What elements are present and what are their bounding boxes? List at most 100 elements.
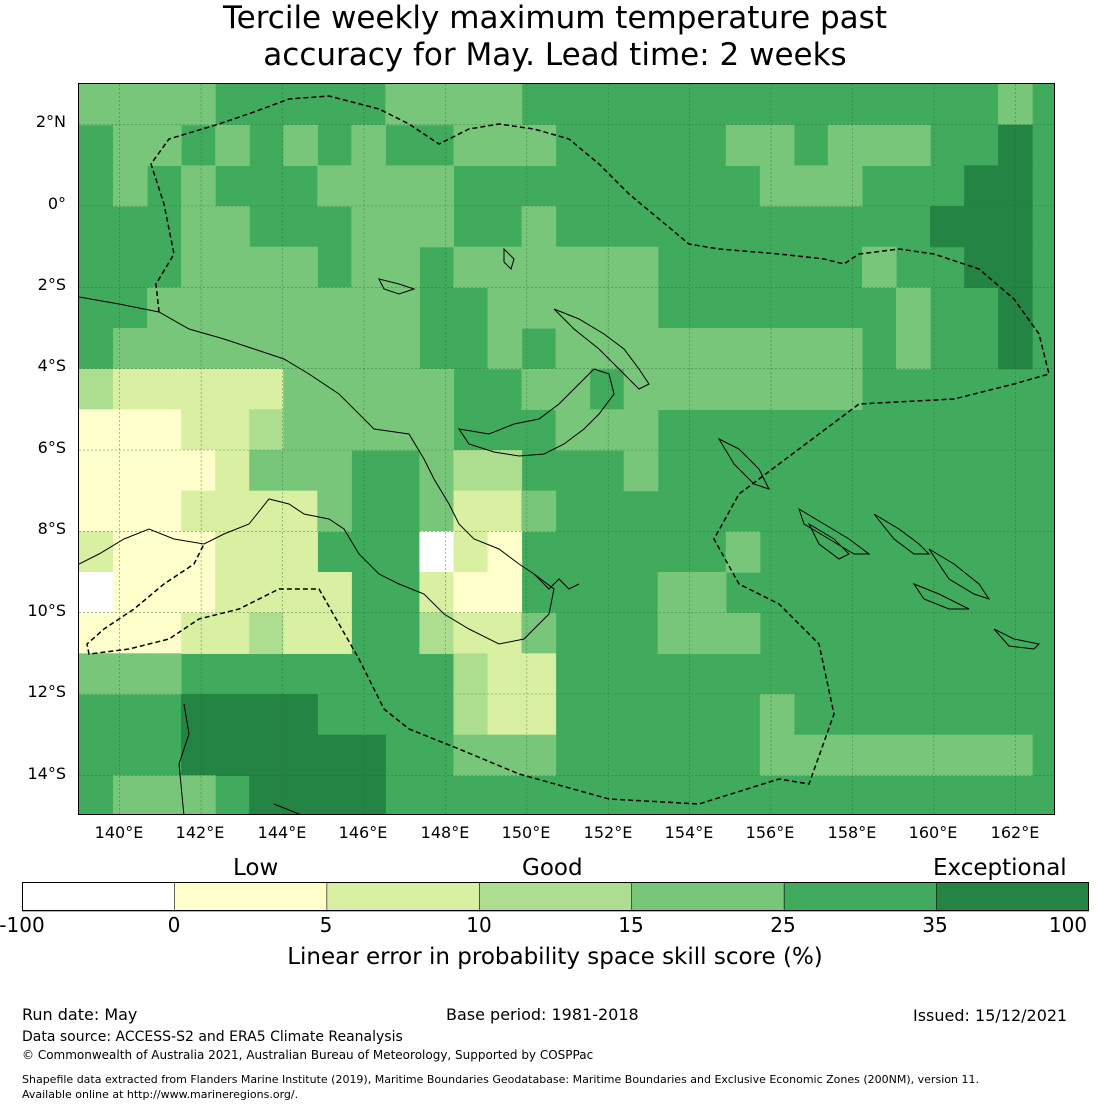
copyright: © Commonwealth of Australia 2021, Austra…	[22, 1048, 594, 1062]
grid-cell	[862, 734, 897, 776]
grid-cell	[419, 409, 454, 451]
grid-cell	[487, 653, 523, 695]
grid-cell	[385, 165, 420, 207]
grid-cell	[147, 490, 182, 532]
grid-cell	[453, 694, 489, 736]
grid-cell	[181, 775, 216, 814]
grid-cell	[181, 84, 216, 126]
lon-label: 162°E	[990, 823, 1040, 842]
grid-cell	[487, 246, 523, 288]
grid-cell	[215, 368, 250, 410]
grid-cell	[589, 246, 625, 288]
grid-cell	[351, 368, 386, 410]
grid-cell	[589, 409, 625, 451]
shapefile-credit-line1: Shapefile data extracted from Flanders M…	[22, 1073, 979, 1086]
grid-cell	[793, 368, 829, 410]
grid-cell	[113, 653, 148, 695]
grid-cell	[725, 328, 761, 370]
grid-cell	[623, 246, 659, 288]
grid-cell	[181, 572, 216, 614]
grid-cell	[215, 124, 250, 166]
grid-cell	[181, 206, 216, 248]
grid-cell	[181, 490, 216, 532]
grid-cell	[521, 734, 557, 776]
grid-cell	[487, 124, 523, 166]
grid-cell	[623, 287, 659, 329]
grid-cell	[113, 328, 148, 370]
grid-cell	[487, 734, 523, 776]
grid-cell	[79, 84, 114, 126]
grid-cell	[487, 490, 523, 532]
map-title-line2: accuracy for May. Lead time: 2 weeks	[263, 37, 847, 73]
grid-cell	[351, 734, 386, 776]
grid-cell	[623, 328, 659, 370]
colorbar-tick-label: 15	[618, 913, 644, 937]
colorbar-tick-label: 10	[466, 913, 492, 937]
grid-cell	[453, 450, 489, 492]
grid-cell	[487, 572, 523, 614]
lon-label: 160°E	[908, 823, 958, 842]
colorbar-tick-label: 25	[770, 913, 796, 937]
grid-cell	[827, 734, 863, 776]
grid-cell	[487, 84, 523, 126]
grid-cell	[113, 368, 148, 410]
lon-label: 142°E	[175, 823, 225, 842]
grid-cell	[283, 775, 318, 814]
skill-grid	[79, 84, 1033, 814]
grid-cell	[453, 490, 489, 532]
grid-cell	[317, 409, 352, 451]
grid-cell	[487, 328, 523, 370]
run-date: Run date: May	[22, 1005, 138, 1024]
grid-cell	[317, 287, 352, 329]
category-good: Good	[522, 855, 583, 881]
grid-cell	[79, 490, 114, 532]
colorbar-tick-label: -100	[0, 913, 45, 937]
grid-cell	[317, 572, 352, 614]
grid-cell	[317, 328, 352, 370]
grid-cell	[249, 328, 284, 370]
grid-cell	[964, 734, 999, 776]
grid-cell	[181, 246, 216, 288]
grid-cell	[113, 490, 148, 532]
grid-cell	[691, 368, 727, 410]
grid-cell	[147, 409, 182, 451]
grid-cell	[759, 328, 795, 370]
grid-cell	[249, 409, 284, 451]
lon-label: 146°E	[338, 823, 388, 842]
grid-cell	[385, 287, 420, 329]
lon-label: 152°E	[583, 823, 633, 842]
grid-cell	[113, 124, 148, 166]
grid-cell	[113, 165, 148, 207]
lat-label: 2°S	[37, 275, 66, 294]
grid-cell	[385, 206, 420, 248]
grid-cell	[930, 206, 965, 248]
grid-cell	[419, 368, 454, 410]
grid-cell	[827, 328, 863, 370]
lon-label: 158°E	[827, 823, 877, 842]
grid-cell	[725, 368, 761, 410]
grid-cell	[249, 572, 284, 614]
grid-cell	[351, 206, 386, 248]
grid-cell	[283, 450, 318, 492]
grid-cell	[453, 653, 489, 695]
grid-cell	[215, 287, 250, 329]
lon-label: 140°E	[94, 823, 144, 842]
grid-cell	[283, 694, 318, 736]
grid-cell	[827, 165, 863, 207]
grid-cell	[215, 612, 250, 654]
grid-cell	[896, 328, 931, 370]
grid-cell	[623, 450, 659, 492]
grid-cell	[589, 287, 625, 329]
grid-cell	[215, 734, 250, 776]
colorbar-tick-label: 5	[319, 913, 333, 937]
grid-cell	[657, 572, 693, 614]
lon-label: 148°E	[420, 823, 470, 842]
grid-cell	[113, 84, 148, 126]
colorbar-frame	[22, 882, 1089, 911]
grid-cell	[351, 775, 386, 814]
grid-cell	[759, 124, 795, 166]
grid-cell	[555, 328, 591, 370]
grid-cell	[79, 612, 114, 654]
grid-cell	[147, 612, 182, 654]
grid-cell	[147, 450, 182, 492]
